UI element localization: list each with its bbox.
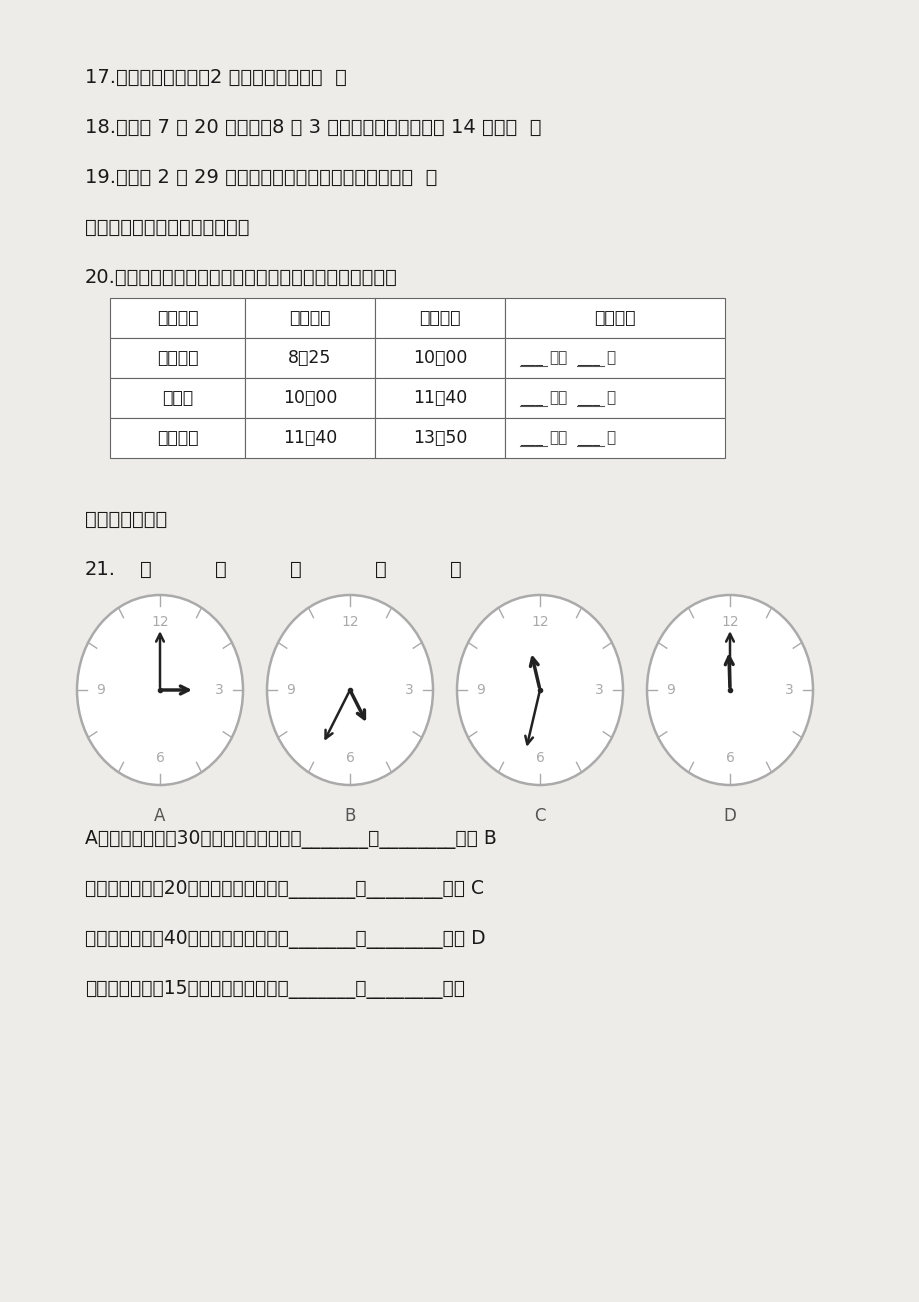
Text: 小时: 小时 xyxy=(549,431,567,445)
Text: 白族村寨: 白族村寨 xyxy=(156,428,198,447)
Text: 10：00: 10：00 xyxy=(413,349,467,367)
Bar xyxy=(110,298,244,339)
Text: D: D xyxy=(722,807,735,825)
Text: ___: ___ xyxy=(576,391,599,405)
Bar xyxy=(375,378,505,418)
Text: 钟: 钟 xyxy=(375,560,386,579)
Text: 3: 3 xyxy=(405,684,414,697)
Bar xyxy=(505,378,724,418)
Text: 12: 12 xyxy=(151,615,168,629)
Bar xyxy=(505,339,724,378)
Text: 9: 9 xyxy=(96,684,105,697)
Text: 六、社区时钟。: 六、社区时钟。 xyxy=(85,510,167,529)
Bar xyxy=(110,378,244,418)
Text: 纳西村: 纳西村 xyxy=(162,389,193,408)
Bar xyxy=(375,418,505,458)
Text: 钟比北京时间快15分，此时北京时间是_______时________分。: 钟比北京时间快15分，此时北京时间是_______时________分。 xyxy=(85,980,464,999)
Text: 6: 6 xyxy=(725,751,733,766)
Text: 12: 12 xyxy=(341,615,358,629)
Text: 村寨名称: 村寨名称 xyxy=(156,309,198,327)
Text: 社: 社 xyxy=(140,560,152,579)
Text: 21.: 21. xyxy=(85,560,116,579)
Text: 参观时间: 参观时间 xyxy=(594,309,635,327)
Bar xyxy=(110,418,244,458)
Bar xyxy=(244,339,375,378)
Text: 19.赵去是 2 月 29 日出生的，出生的那一年是闰年。（  ）: 19.赵去是 2 月 29 日出生的，出生的那一年是闰年。（ ） xyxy=(85,168,437,187)
Bar xyxy=(110,339,244,378)
Ellipse shape xyxy=(267,595,433,785)
Text: 分: 分 xyxy=(606,431,615,445)
Bar xyxy=(244,378,375,418)
Text: 9: 9 xyxy=(286,684,294,697)
Text: A钟比北京时间慢30分，此时北京时间是_______时________分。 B: A钟比北京时间慢30分，此时北京时间是_______时________分。 B xyxy=(85,829,496,849)
Text: 11：40: 11：40 xyxy=(282,428,336,447)
Text: 3: 3 xyxy=(785,684,793,697)
Text: C: C xyxy=(534,807,545,825)
Text: 6: 6 xyxy=(346,751,354,766)
Text: 17.红红坐车去东湖，2 小时准时开车。（  ）: 17.红红坐车去东湖，2 小时准时开车。（ ） xyxy=(85,68,346,87)
Bar xyxy=(244,418,375,458)
Text: 傣族部落: 傣族部落 xyxy=(156,349,198,367)
Text: 10：00: 10：00 xyxy=(282,389,337,408)
Text: 分: 分 xyxy=(606,391,615,405)
Text: 钟比北京时间快40分，此时北京时间是_______时________分。 D: 钟比北京时间快40分，此时北京时间是_______时________分。 D xyxy=(85,930,485,949)
Text: 小时: 小时 xyxy=(549,350,567,366)
Text: 钟比北京时间慢20分，此时北京时间是_______时________分。 C: 钟比北京时间慢20分，此时北京时间是_______时________分。 C xyxy=(85,880,483,898)
Bar xyxy=(505,298,724,339)
Text: 20.民族村真热闹，让我们算一算游各个村寨所用的时间。: 20.民族村真热闹，让我们算一算游各个村寨所用的时间。 xyxy=(85,268,397,286)
Text: 9: 9 xyxy=(475,684,484,697)
Text: 区: 区 xyxy=(215,560,226,579)
Text: 6: 6 xyxy=(155,751,165,766)
Text: ___: ___ xyxy=(576,350,599,366)
Text: 分: 分 xyxy=(606,350,615,366)
Text: 11：40: 11：40 xyxy=(413,389,467,408)
Text: 3: 3 xyxy=(215,684,224,697)
Text: 9: 9 xyxy=(665,684,674,697)
Ellipse shape xyxy=(646,595,812,785)
Text: 3: 3 xyxy=(595,684,604,697)
Text: 开始时间: 开始时间 xyxy=(289,309,331,327)
Text: 18.夏令营 7 月 20 日开营，8 月 3 日闭营，夏令营共活动 14 天。（  ）: 18.夏令营 7 月 20 日开营，8 月 3 日闭营，夏令营共活动 14 天。… xyxy=(85,118,541,137)
Ellipse shape xyxy=(457,595,622,785)
Text: 13：50: 13：50 xyxy=(413,428,467,447)
Text: B: B xyxy=(344,807,356,825)
Text: ___: ___ xyxy=(519,431,542,445)
Text: 12: 12 xyxy=(530,615,549,629)
Text: 。: 。 xyxy=(449,560,461,579)
Bar xyxy=(244,298,375,339)
Text: 结束时间: 结束时间 xyxy=(419,309,460,327)
Bar xyxy=(375,339,505,378)
Text: 时: 时 xyxy=(289,560,301,579)
Text: A: A xyxy=(154,807,165,825)
Ellipse shape xyxy=(77,595,243,785)
Text: 小时: 小时 xyxy=(549,391,567,405)
Text: 五、计算下表中游客所用时间。: 五、计算下表中游客所用时间。 xyxy=(85,217,249,237)
Text: ___: ___ xyxy=(576,431,599,445)
Text: 6: 6 xyxy=(535,751,544,766)
Text: ___: ___ xyxy=(519,391,542,405)
Bar xyxy=(505,418,724,458)
Text: ___: ___ xyxy=(519,350,542,366)
Bar xyxy=(375,298,505,339)
Text: 8：25: 8：25 xyxy=(288,349,332,367)
Text: 12: 12 xyxy=(720,615,738,629)
